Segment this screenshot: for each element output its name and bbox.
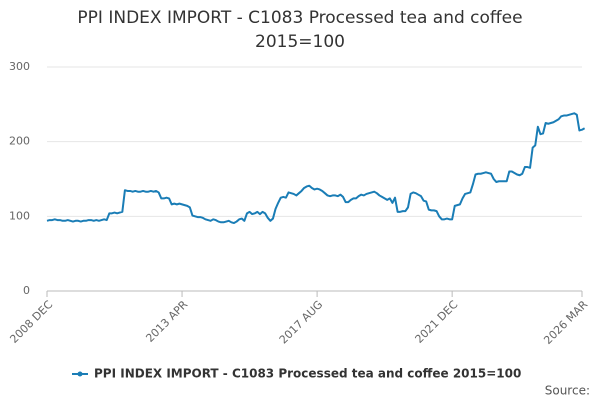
x-tick-label: 2017 AUG xyxy=(277,298,326,347)
source: Source: xyxy=(545,384,590,398)
legend-label: PPI INDEX IMPORT - C1083 Processed tea a… xyxy=(94,367,521,381)
series-line xyxy=(46,112,586,225)
legend-marker xyxy=(77,371,83,377)
y-tick-label: 200 xyxy=(9,135,30,148)
y-tick-label: 0 xyxy=(23,284,30,297)
x-tick-label: 2021 DEC xyxy=(413,298,461,346)
chart-title: PPI INDEX IMPORT - C1083 Processed tea a… xyxy=(77,8,523,52)
y-tick-label: 100 xyxy=(9,209,30,222)
x-tick-label: 2013 APR xyxy=(143,298,190,345)
x-tick-label: 2026 MAR xyxy=(541,298,590,347)
x-tick-label: 2008 DEC xyxy=(7,298,55,346)
y-tick-label: 300 xyxy=(9,60,30,73)
